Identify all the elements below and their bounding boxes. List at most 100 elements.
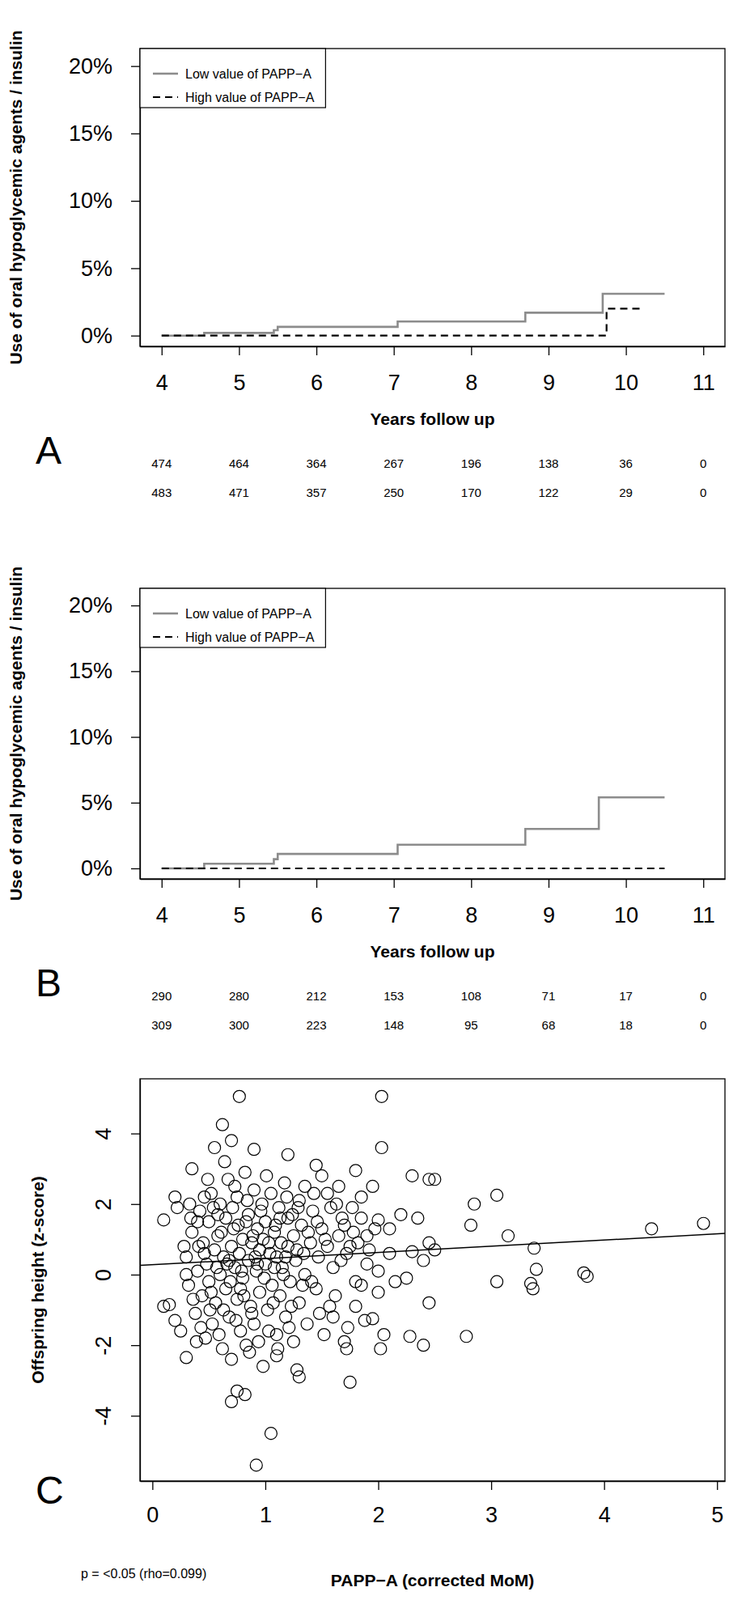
point [180,1267,193,1280]
risk-number: 0 [699,485,707,500]
point [580,1270,594,1283]
point [260,1169,273,1182]
point [383,1246,396,1259]
point [335,1212,348,1225]
risk-number: 18 [618,1017,633,1032]
y-tick: 5% [80,256,140,281]
point [203,1275,216,1288]
point [203,1215,216,1228]
y-tick-mark [131,1132,140,1134]
risk-number: 95 [464,1017,479,1032]
point [417,1339,430,1352]
step-line [161,293,666,336]
risk-number: 464 [228,456,250,471]
x-tick-mark [625,878,627,888]
point [245,1306,259,1319]
point [262,1324,276,1337]
point [338,1335,351,1348]
x-tick-label: 4 [156,370,169,395]
point [330,1197,343,1210]
y-tick-label: 10% [68,724,113,750]
x-axis-title: Years follow up [369,409,495,429]
x-axis-line [140,346,726,348]
point [358,1313,371,1327]
point [311,1215,324,1228]
y-tick: -4 [91,1406,140,1426]
point [283,1321,296,1334]
x-tick: 4 [156,878,169,928]
point [291,1243,304,1256]
y-tick-label: -2 [91,1335,116,1356]
risk-number: 0 [699,1017,707,1032]
point [349,1164,362,1177]
risk-number: 474 [151,456,172,471]
y-tick-label: 5% [80,790,113,815]
point [355,1190,368,1204]
point [228,1179,242,1192]
y-tick-mark [131,133,140,135]
point [212,1328,225,1341]
legend-swatch [152,635,179,638]
point [528,1241,541,1255]
legend-box [139,588,326,648]
point [277,1267,290,1280]
point [292,1201,305,1214]
x-tick-label: 8 [465,370,478,395]
panel-label: A [35,428,62,472]
risk-number: 483 [151,485,172,500]
point [491,1188,504,1201]
plot-area [161,293,666,336]
point [526,1282,539,1295]
x-tick-mark [703,878,704,888]
plot-area [139,1089,725,1471]
legend-swatch [152,96,179,98]
x-tick-mark [238,346,240,356]
point [157,1213,170,1226]
y-tick: 15% [68,121,140,146]
x-tick-label: 1 [259,1502,272,1527]
y-tick-label: 20% [68,54,113,79]
x-tick-mark [238,878,240,888]
x-tick: 6 [310,878,323,928]
x-tick-label: 4 [156,902,169,928]
point [283,1275,297,1288]
risk-number: 357 [306,485,327,500]
point [360,1229,373,1242]
point [274,1212,287,1225]
risk-number: 36 [618,456,633,471]
point [243,1345,256,1358]
panel: 45678910110%5%10%15%20%Years follow upUs… [6,566,725,1032]
x-axis-title: Years follow up [369,941,495,961]
risk-number: 138 [538,456,559,471]
risk-number: 153 [383,988,404,1003]
risk-number: 267 [383,456,404,471]
y-tick-mark [131,1344,140,1346]
point [374,1342,387,1355]
risk-number: 290 [151,988,172,1003]
point [309,1282,323,1295]
point [406,1245,419,1258]
y-tick-label: 15% [68,121,113,146]
x-tick-label: 11 [692,370,716,395]
x-tick-mark [161,346,163,356]
risk-number: 108 [461,988,482,1003]
point [355,1212,368,1225]
point [220,1212,233,1225]
point [183,1197,196,1210]
step-line [161,308,642,335]
y-tick-mark [131,605,140,607]
x-tick-label: 4 [598,1502,611,1527]
point [278,1176,291,1189]
point [332,1179,345,1192]
point [349,1275,362,1288]
point [218,1155,231,1168]
point [233,1089,246,1102]
x-tick: 5 [233,346,246,395]
x-tick-label: 7 [388,370,401,395]
point [208,1141,221,1154]
point [229,1313,242,1327]
x-tick: 4 [156,346,169,395]
point [411,1212,424,1225]
x-tick: 7 [388,878,401,928]
point [372,1264,385,1277]
